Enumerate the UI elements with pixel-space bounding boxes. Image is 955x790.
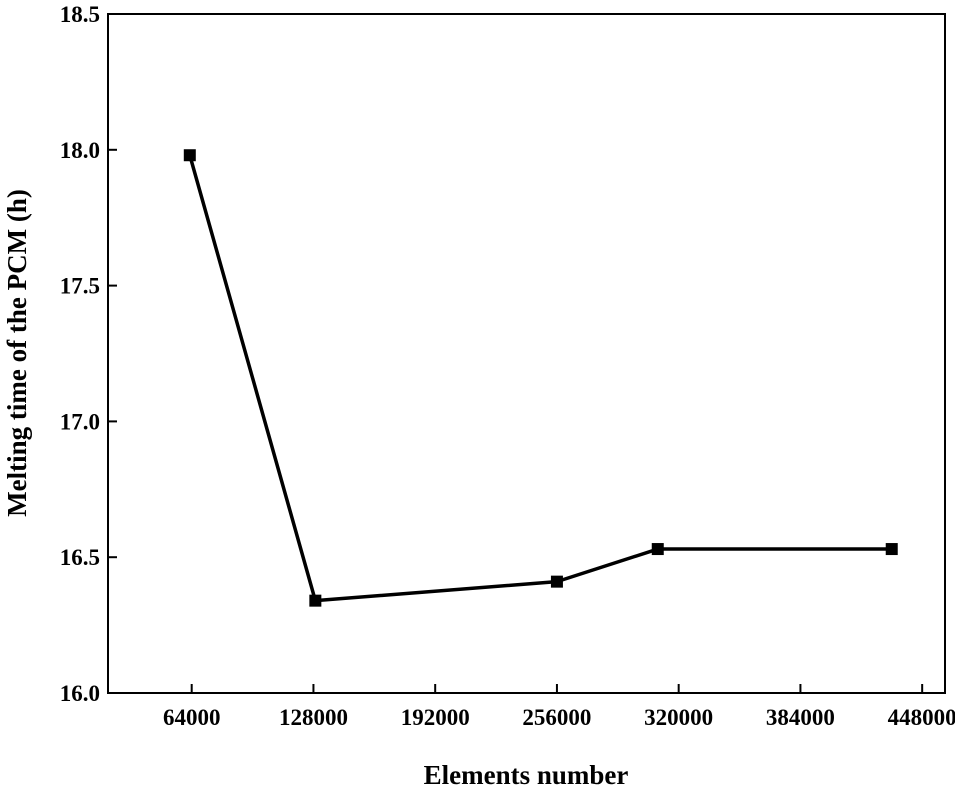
x-tick-label: 384000 [766,705,835,730]
x-axis-ticks: 64000 128000 192000 256000 320000 384000 44800… [163,684,955,730]
data-point-marker [183,149,196,162]
y-tick-label: 16.0 [60,681,100,706]
x-tick-label: 192000 [401,705,470,730]
data-point-marker [651,543,664,556]
x-tick-label: 448000 [888,705,955,730]
y-tick-label: 17.5 [60,274,100,299]
data-point-marker [885,543,898,556]
x-tick-label: 64000 [163,705,221,730]
data-point-marker [309,594,322,607]
y-axis-ticks: 16.0 16.5 17.0 17.5 18.0 18.5 [60,2,117,706]
series-line [188,154,892,603]
data-point-marker [550,575,563,588]
series-layer [183,149,898,607]
x-axis-title: Elements number [424,760,629,790]
y-tick-label: 18.0 [60,138,100,163]
plot-frame [107,13,946,694]
x-tick-label: 256000 [522,705,591,730]
y-tick-label: 16.5 [60,545,100,570]
x-tick-label: 128000 [279,705,348,730]
x-tick-label: 320000 [644,705,713,730]
y-tick-label: 18.5 [60,2,100,27]
y-axis-title: Melting time of the PCM (h) [2,189,32,517]
y-tick-label: 17.0 [60,409,100,434]
